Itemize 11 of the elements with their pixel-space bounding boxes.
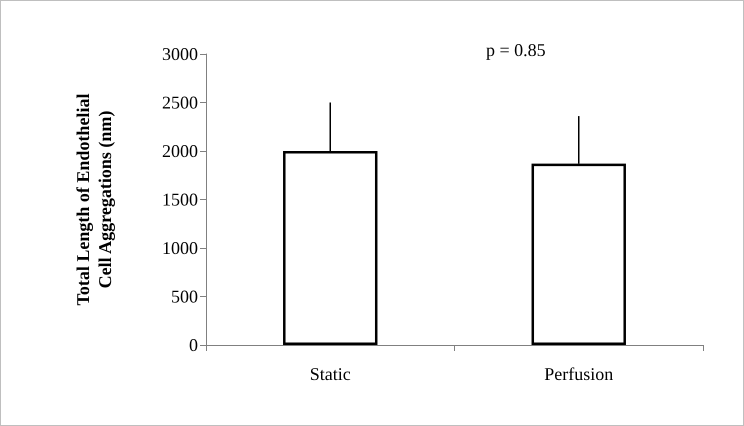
y-tick-label: 0 bbox=[189, 335, 198, 355]
y-tick-label: 2000 bbox=[162, 141, 198, 161]
y-tick-label: 500 bbox=[171, 286, 198, 306]
y-axis-title: Total Length of Endothelial Cell Aggregations (nm) bbox=[73, 94, 115, 306]
y-tick-label: 1500 bbox=[162, 190, 198, 210]
annotation: p = 0.85 bbox=[486, 40, 546, 60]
y-tick-label: 1000 bbox=[162, 238, 198, 258]
y-tick-label: 3000 bbox=[162, 44, 198, 64]
x-tick-label: Perfusion bbox=[544, 364, 614, 384]
y-tick-label: 2500 bbox=[162, 92, 198, 112]
x-tick-label: Static bbox=[310, 364, 351, 384]
